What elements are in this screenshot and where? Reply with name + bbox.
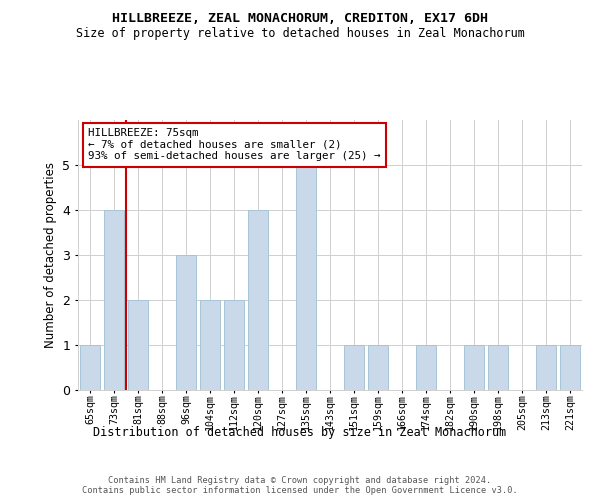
Bar	[176, 255, 196, 390]
Bar	[536, 345, 556, 390]
Bar	[104, 210, 124, 390]
Bar	[416, 345, 436, 390]
Text: Size of property relative to detached houses in Zeal Monachorum: Size of property relative to detached ho…	[76, 28, 524, 40]
Bar	[344, 345, 364, 390]
Text: Distribution of detached houses by size in Zeal Monachorum: Distribution of detached houses by size …	[94, 426, 506, 439]
Bar	[80, 345, 100, 390]
Bar	[224, 300, 244, 390]
Y-axis label: Number of detached properties: Number of detached properties	[44, 162, 57, 348]
Bar	[248, 210, 268, 390]
Bar	[128, 300, 148, 390]
Text: Contains HM Land Registry data © Crown copyright and database right 2024.
Contai: Contains HM Land Registry data © Crown c…	[82, 476, 518, 495]
Bar	[560, 345, 580, 390]
Bar	[464, 345, 484, 390]
Text: HILLBREEZE, ZEAL MONACHORUM, CREDITON, EX17 6DH: HILLBREEZE, ZEAL MONACHORUM, CREDITON, E…	[112, 12, 488, 26]
Bar	[200, 300, 220, 390]
Bar	[488, 345, 508, 390]
Bar	[296, 165, 316, 390]
Bar	[368, 345, 388, 390]
Text: HILLBREEZE: 75sqm
← 7% of detached houses are smaller (2)
93% of semi-detached h: HILLBREEZE: 75sqm ← 7% of detached house…	[88, 128, 380, 162]
